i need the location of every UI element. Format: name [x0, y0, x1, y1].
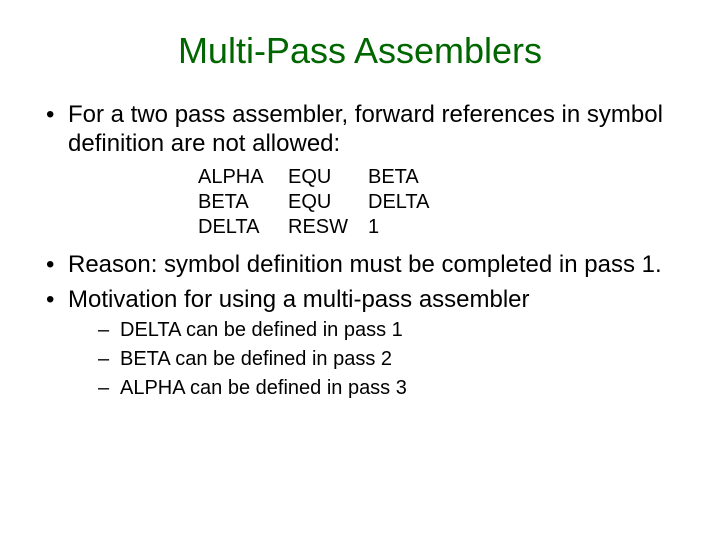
sub-bullet-item: ALPHA can be defined in pass 3 [96, 376, 680, 401]
code-operand: 1 [368, 215, 458, 240]
sub-bullet-text: ALPHA can be defined in pass 3 [120, 377, 407, 399]
bullet-item: Motivation for using a multi-pass assemb… [40, 285, 680, 401]
sub-bullet-text: DELTA can be defined in pass 1 [120, 319, 403, 341]
bullet-text: For a two pass assembler, forward refere… [68, 101, 663, 157]
bullet-text: Motivation for using a multi-pass assemb… [68, 286, 530, 313]
code-op: EQU [288, 190, 368, 215]
code-label: BETA [198, 190, 288, 215]
bullet-item: Reason: symbol definition must be comple… [40, 250, 680, 279]
code-label: DELTA [198, 215, 288, 240]
code-operand: BETA [368, 165, 458, 190]
code-op: RESW [288, 215, 368, 240]
code-row: BETA EQU DELTA [198, 190, 680, 215]
code-row: DELTA RESW 1 [198, 215, 680, 240]
code-label: ALPHA [198, 165, 288, 190]
slide: Multi-Pass Assemblers For a two pass ass… [0, 0, 720, 540]
bullet-list: For a two pass assembler, forward refere… [40, 100, 680, 401]
sub-bullet-list: DELTA can be defined in pass 1 BETA can … [96, 318, 680, 401]
sub-bullet-text: BETA can be defined in pass 2 [120, 348, 392, 370]
code-table: ALPHA EQU BETA BETA EQU DELTA DELTA RESW… [198, 165, 680, 240]
code-operand: DELTA [368, 190, 458, 215]
bullet-item: For a two pass assembler, forward refere… [40, 100, 680, 240]
code-op: EQU [288, 165, 368, 190]
slide-title: Multi-Pass Assemblers [40, 30, 680, 72]
sub-bullet-item: BETA can be defined in pass 2 [96, 347, 680, 372]
bullet-text: Reason: symbol definition must be comple… [68, 251, 662, 278]
sub-bullet-item: DELTA can be defined in pass 1 [96, 318, 680, 343]
code-row: ALPHA EQU BETA [198, 165, 680, 190]
